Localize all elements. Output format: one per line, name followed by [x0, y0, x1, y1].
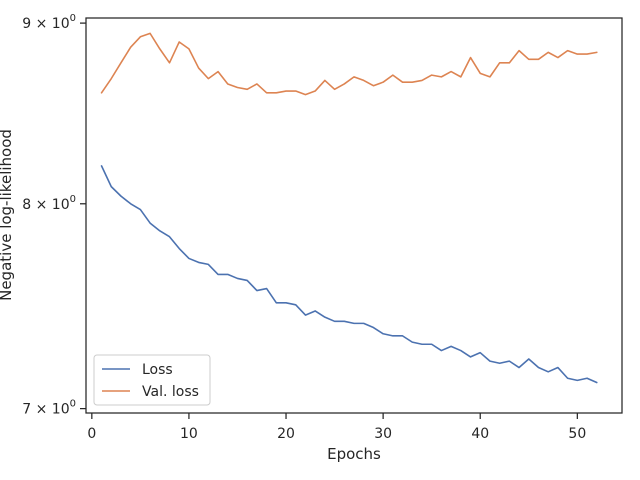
x-tick-label: 40	[471, 426, 489, 442]
x-tick-label: 10	[180, 426, 198, 442]
legend: Loss Val. loss	[93, 354, 211, 406]
series-line-2	[100, 32, 598, 96]
legend-label: Val. loss	[142, 384, 199, 400]
x-tick-label: 0	[87, 426, 96, 442]
x-tick-label: 30	[374, 426, 392, 442]
x-tick-label: 20	[277, 426, 295, 442]
x-axis: 0 10 20 30 40 50	[87, 413, 586, 442]
y-tick-label: 8 × 100	[22, 194, 76, 213]
y-axis-label: Negative log-likelihood	[0, 129, 15, 301]
plot-area	[86, 18, 622, 413]
series-line-1	[100, 165, 598, 384]
series-layer	[100, 32, 598, 384]
y-tick-label: 9 × 100	[22, 13, 76, 32]
x-axis-label: Epochs	[327, 445, 381, 463]
plot-frame	[85, 17, 623, 414]
x-tick-label: 50	[568, 426, 586, 442]
y-axis: 7 × 100 8 × 100 9 × 100	[22, 13, 86, 418]
y-tick-label: 7 × 100	[22, 399, 76, 418]
legend-label: Loss	[142, 362, 173, 378]
legend-box	[93, 354, 211, 406]
